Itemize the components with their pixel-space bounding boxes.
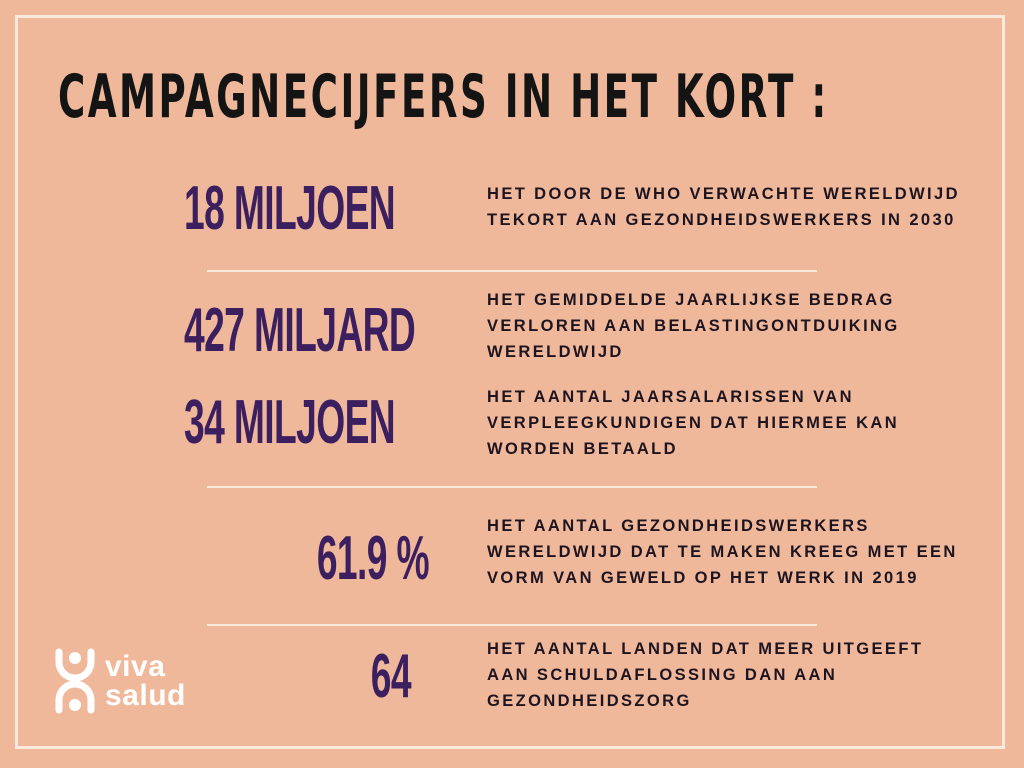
divider: [207, 624, 817, 626]
divider: [207, 486, 817, 488]
stat-value-tax-evasion: 427 MILJARD: [184, 296, 416, 365]
stat-description-shortage: HET DOOR DE WHO VERWACHTE WERELDWIJD TEK…: [487, 185, 960, 229]
viva-salud-logo-icon: [55, 648, 95, 714]
divider: [207, 270, 817, 272]
stat-value-violence: 61.9 %: [316, 524, 430, 593]
stat-description-salaries: HET AANTAL JAARSALARISSEN VAN VERPLEEGKU…: [487, 388, 900, 458]
stat-value-shortage: 18 MILJOEN: [184, 174, 396, 243]
viva-salud-logo: viva salud: [55, 648, 186, 714]
stat-value-countries: 64: [370, 642, 412, 711]
page-frame: [15, 15, 1005, 749]
stat-description-violence: HET AANTAL GEZONDHEIDSWERKERS WERELDWIJD…: [487, 517, 958, 587]
stat-description-countries: HET AANTAL LANDEN DAT MEER UITGEEFT AAN …: [487, 640, 924, 710]
stat-value-salaries: 34 MILJOEN: [184, 388, 396, 457]
logo-text-salud: salud: [105, 679, 186, 712]
stat-description-tax-evasion: HET GEMIDDELDE JAARLIJKSE BEDRAG VERLORE…: [487, 291, 900, 361]
logo-text-viva: viva: [105, 650, 166, 683]
page-title: CAMPAGNECIJFERS IN HET KORT :: [58, 62, 829, 132]
